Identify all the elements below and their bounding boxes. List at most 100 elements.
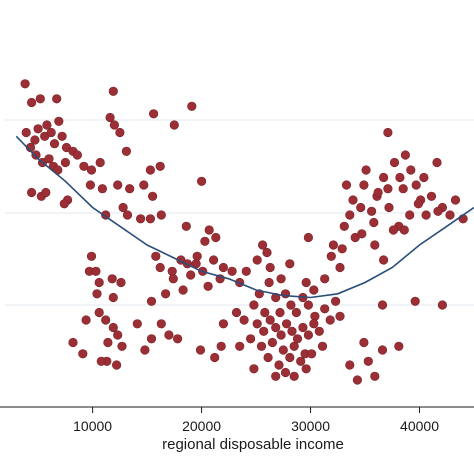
scatter-point: [282, 319, 292, 329]
scatter-point: [79, 161, 89, 171]
scatter-point: [192, 251, 202, 261]
scatter-point: [68, 337, 78, 348]
scatter-point: [156, 319, 166, 329]
scatter-point: [117, 341, 127, 351]
scatter-point: [148, 191, 158, 201]
scatter-point: [271, 292, 281, 303]
scatter-point: [377, 300, 388, 310]
scatter-point: [161, 289, 171, 299]
scatter-point: [218, 319, 228, 329]
scatter-point: [30, 135, 40, 145]
scatter-point: [264, 277, 274, 288]
scatter-point: [95, 157, 105, 168]
scatter-point: [145, 214, 155, 224]
scatter-point: [432, 157, 442, 168]
scatter-point: [187, 101, 197, 111]
scatter-point: [46, 127, 56, 138]
scatter-point: [96, 356, 106, 366]
scatter-point: [149, 109, 159, 119]
scatter-point: [146, 296, 157, 306]
scatter-point: [341, 180, 352, 190]
scatter-point: [86, 165, 97, 175]
scatter-point: [211, 232, 221, 243]
scatter-point: [275, 307, 285, 318]
scatter-point: [377, 345, 388, 355]
scatter-point: [118, 202, 128, 213]
scatter-point: [369, 217, 379, 228]
scatter-point: [271, 371, 281, 381]
scatter-point: [384, 202, 394, 213]
scatter-point: [210, 352, 220, 363]
scatter-point: [271, 322, 281, 333]
scatter-point: [186, 270, 196, 280]
scatter-point: [303, 232, 314, 243]
scatter-point: [303, 300, 314, 310]
scatter-point: [388, 225, 399, 235]
scatter-point: [394, 341, 404, 351]
scatter-point: [450, 195, 461, 205]
scatter-point: [140, 345, 150, 355]
scatter-point: [60, 157, 71, 168]
scatter-point: [59, 199, 69, 209]
scatter-point: [35, 94, 45, 104]
scatter-point: [320, 274, 330, 284]
scatter-point: [411, 180, 421, 190]
scatter-point: [267, 337, 278, 348]
scatter-point: [49, 139, 60, 149]
scatter-point: [31, 150, 41, 160]
scatter-point: [136, 214, 146, 224]
scatter-point: [167, 266, 177, 276]
scatter-point: [26, 97, 37, 108]
scatter-point: [345, 210, 355, 220]
scatter-point: [328, 240, 339, 250]
scatter-point: [326, 251, 336, 261]
scatter-point: [361, 165, 371, 175]
scatter-point: [101, 315, 111, 325]
scatter-point: [121, 146, 131, 156]
scatter-point: [262, 247, 272, 258]
scatter-point: [94, 307, 104, 318]
scatter-point: [111, 360, 122, 370]
scatter-point: [113, 330, 123, 340]
scatter-point: [383, 127, 393, 138]
scatter-point: [139, 180, 149, 190]
scatter-point: [345, 360, 355, 370]
scatter-point: [169, 120, 179, 130]
scatter-point: [85, 180, 95, 190]
x-axis-ticks: 10000 20000 30000 40000: [73, 407, 439, 434]
x-tick-label: 10000: [73, 418, 112, 434]
scatter-point: [406, 165, 416, 175]
scatter-point: [216, 341, 226, 351]
scatter-point: [287, 326, 297, 336]
scatter-point: [252, 319, 262, 329]
scatter-point: [151, 251, 161, 261]
scatter-point: [256, 341, 267, 351]
scatter-point: [54, 116, 64, 126]
scatter-point: [259, 326, 269, 336]
scatter-point: [115, 127, 125, 138]
scatter-point: [265, 315, 275, 325]
scatter-point: [200, 236, 210, 246]
scatter-point: [265, 262, 275, 273]
scatter-point: [107, 274, 117, 284]
scatter-point: [97, 184, 107, 194]
scatter-points: [20, 79, 468, 385]
scatter-point: [370, 371, 380, 381]
scatter-point: [383, 184, 393, 194]
x-tick-label: 40000: [400, 418, 439, 434]
scatter-point: [108, 292, 118, 303]
scatter-point: [105, 112, 115, 123]
scatter-point: [274, 360, 284, 370]
scatter-point: [413, 199, 424, 209]
scatter-point: [410, 296, 420, 306]
scatter-point: [81, 315, 91, 325]
scatter-point: [352, 375, 363, 385]
scatter-point: [367, 206, 377, 216]
scatter-point: [296, 356, 306, 366]
scatter-point: [289, 371, 299, 381]
scatter-point: [155, 262, 165, 273]
scatter-point: [379, 255, 389, 265]
scatter-point: [78, 349, 88, 359]
scatter-point: [204, 225, 214, 235]
scatter-point: [301, 277, 311, 288]
